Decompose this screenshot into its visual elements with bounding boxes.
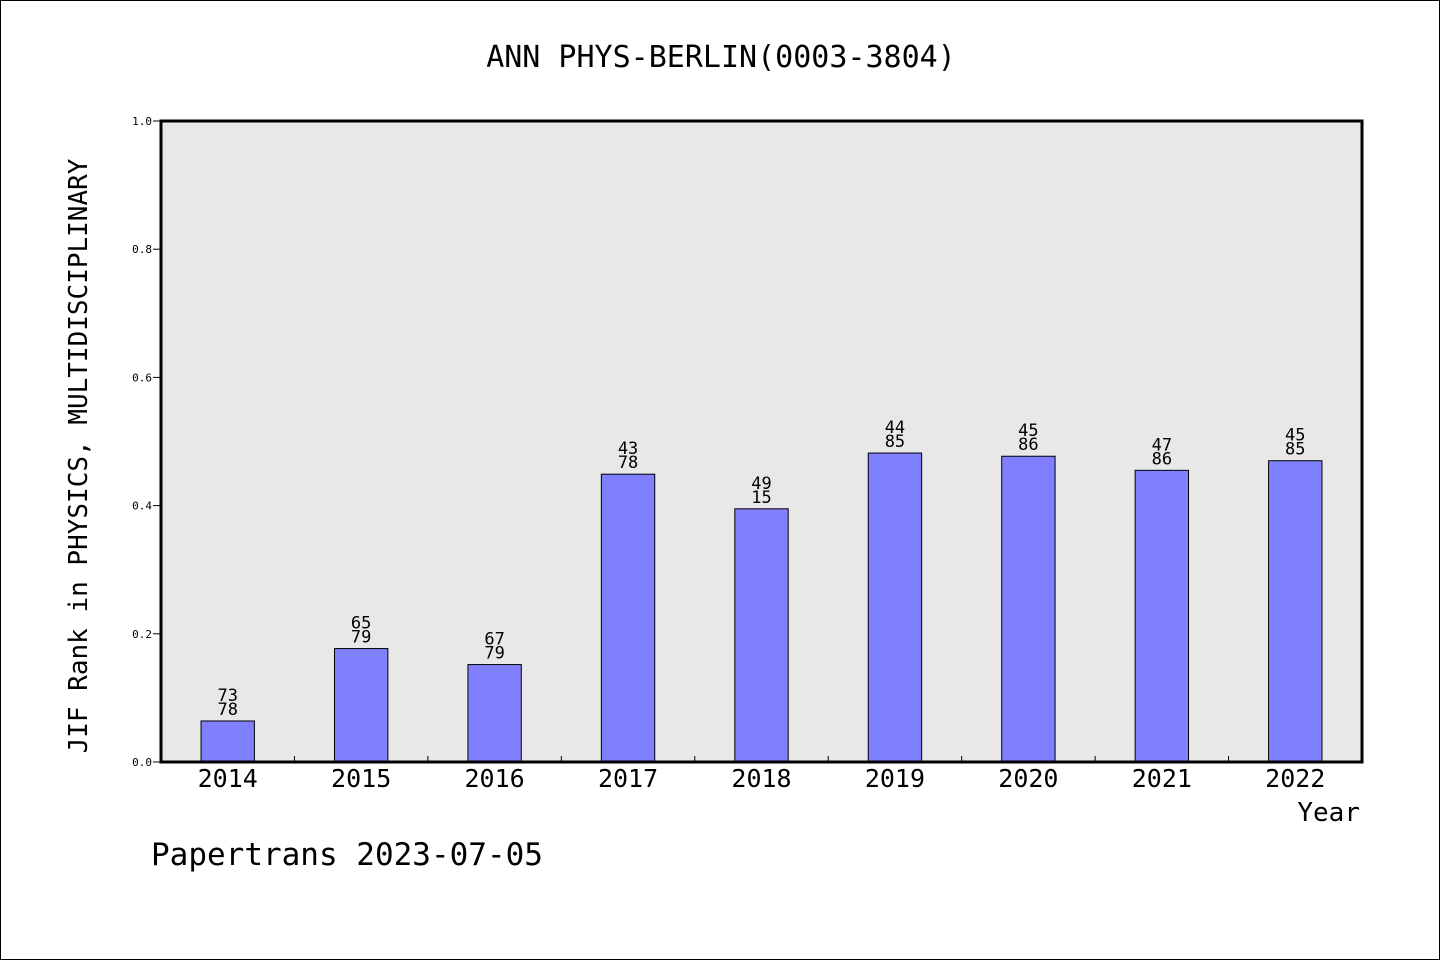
- plot-border: [159, 119, 1364, 764]
- x-tick-label-2020: 2020: [998, 764, 1058, 793]
- data-label-rank-2021: 47: [1152, 435, 1172, 455]
- data-label-total-2015: 79: [351, 628, 371, 648]
- y-tick-label-0.4: 0.4: [132, 500, 152, 513]
- footer-watermark: Papertrans 2023-07-05: [151, 837, 543, 873]
- data-label-rank-2016: 67: [484, 630, 504, 650]
- y-tick-label-0.2: 0.2: [132, 628, 152, 641]
- y-tick-label-0.0: 0.0: [132, 756, 152, 769]
- bar-2016: [467, 664, 522, 763]
- data-label-total-2022: 85: [1285, 440, 1305, 460]
- x-tick-label-2015: 2015: [331, 764, 391, 793]
- data-label-total-2018: 15: [751, 488, 771, 508]
- x-tick-label-2019: 2019: [865, 764, 925, 793]
- y-tick-label-0.8: 0.8: [132, 243, 152, 256]
- y-axis-label: JIF Rank in PHYSICS, MULTIDISCIPLINARY: [64, 158, 94, 753]
- x-tick-label-2017: 2017: [598, 764, 658, 793]
- data-label-total-2017: 78: [618, 453, 638, 473]
- x-tick-label-2018: 2018: [731, 764, 791, 793]
- chart-title: ANN PHYS-BERLIN(0003-3804): [486, 40, 956, 75]
- data-label-total-2014: 78: [217, 700, 237, 720]
- data-label-rank-2014: 73: [217, 686, 237, 706]
- data-label-rank-2020: 45: [1018, 421, 1038, 441]
- bar-2022: [1268, 460, 1323, 763]
- x-axis-ticks: 2014 2015 2016 2017 2018 2019 2020 2021 2022: [198, 756, 1325, 793]
- data-label-total-2019: 85: [885, 432, 905, 452]
- data-label-total-2016: 79: [484, 644, 504, 664]
- data-label-rank-2019: 44: [885, 418, 905, 438]
- bar-2017: [600, 473, 656, 763]
- bar-2015: [333, 648, 389, 763]
- y-axis-ticks: 0.0 0.2 0.4 0.6 0.8 1.0: [132, 115, 161, 769]
- x-tick-label-2016: 2016: [465, 764, 525, 793]
- bar-2018: [734, 508, 789, 763]
- data-label-rank-2015: 65: [351, 614, 371, 634]
- data-label-rank-2022: 45: [1285, 426, 1305, 446]
- bar-2019: [867, 452, 923, 763]
- bar-2014: [200, 720, 255, 763]
- y-tick-label-1.0: 1.0: [132, 115, 152, 128]
- bar-2020: [1001, 455, 1056, 763]
- y-tick-label-0.6: 0.6: [132, 371, 152, 384]
- data-label-total-2021: 86: [1152, 449, 1172, 469]
- x-tick-label-2014: 2014: [198, 764, 258, 793]
- bar-2021: [1134, 469, 1190, 763]
- data-label-rank-2018: 49: [751, 474, 771, 494]
- x-axis-label: Year: [1297, 798, 1360, 828]
- data-label-rank-2017: 43: [618, 439, 638, 459]
- x-tick-label-2021: 2021: [1132, 764, 1192, 793]
- bars-layer: [200, 452, 1323, 763]
- data-label-total-2020: 86: [1018, 435, 1038, 455]
- x-tick-label-2022: 2022: [1265, 764, 1325, 793]
